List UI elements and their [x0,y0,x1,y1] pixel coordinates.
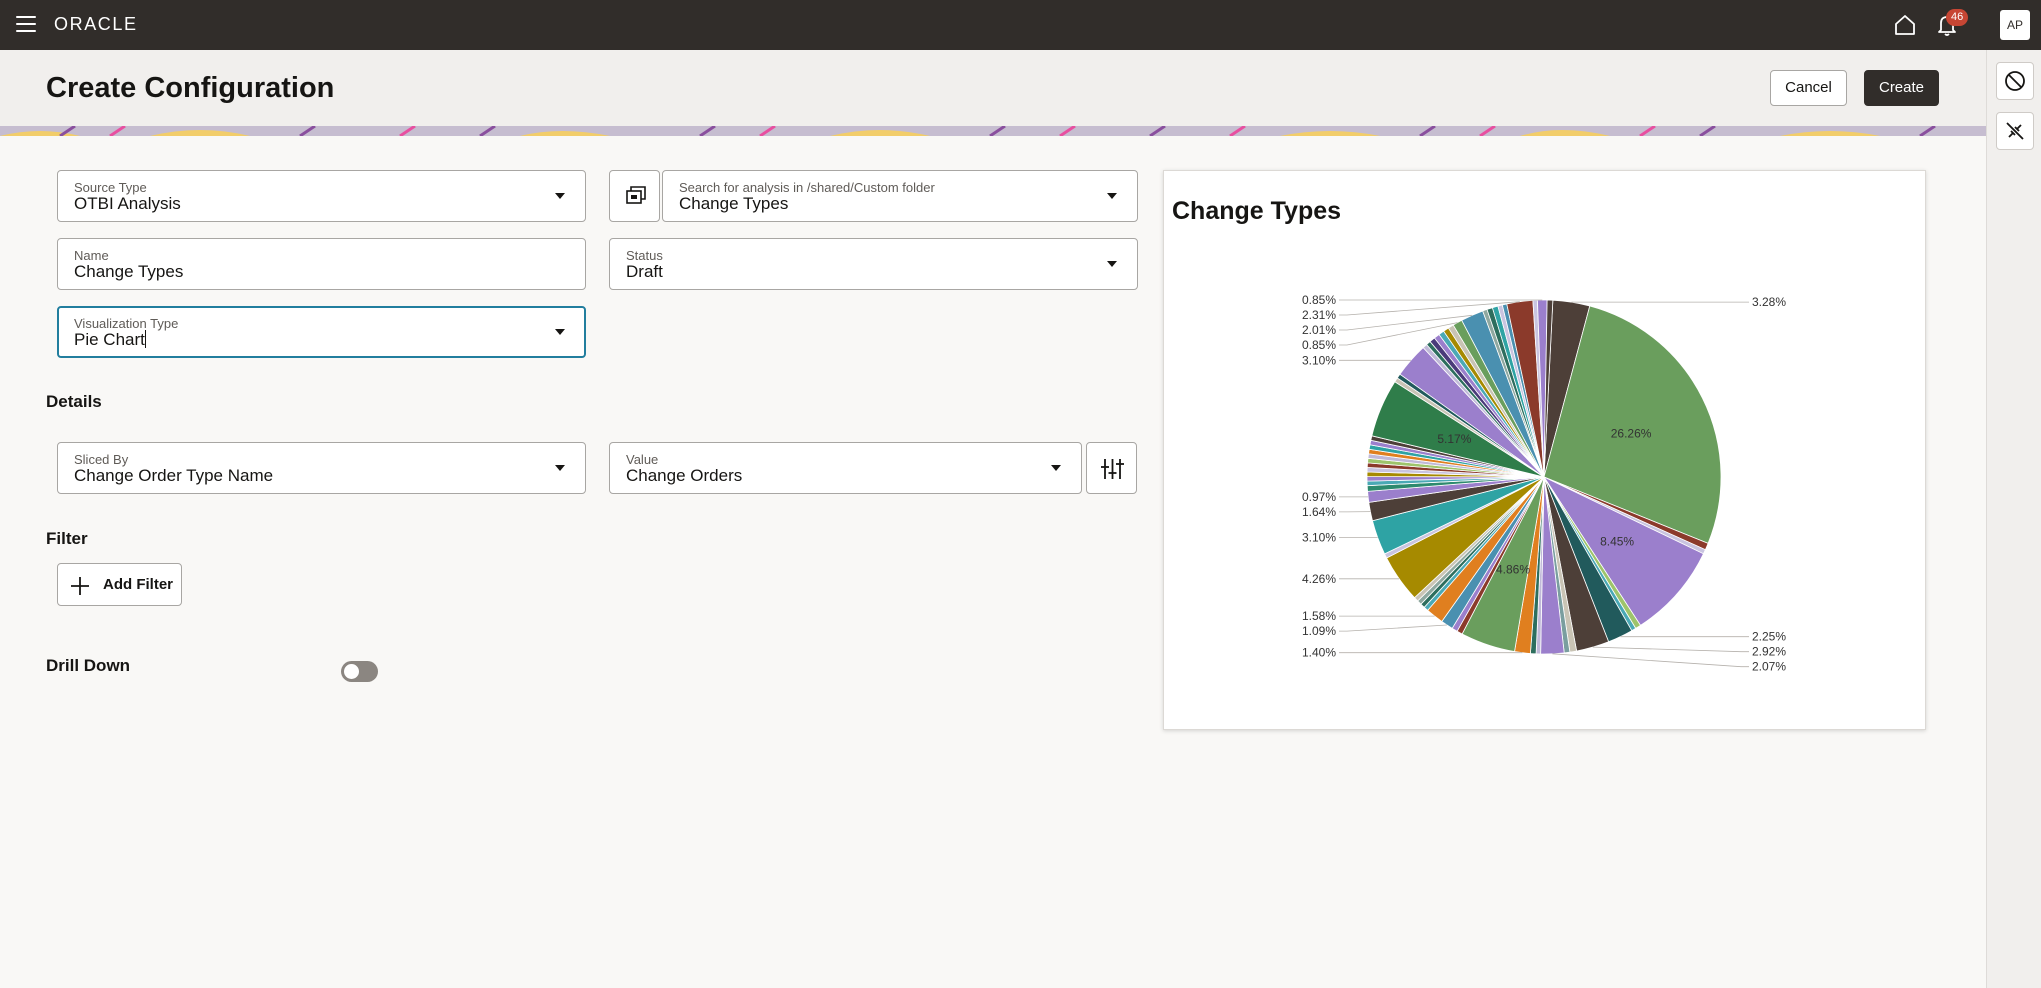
visualization-type-value-wrapper: Pie Chart [74,330,146,350]
decorative-banner [0,126,1986,136]
pie-data-label: 2.25% [1752,630,1786,644]
pie-data-label: 1.09% [1302,624,1336,638]
rail-cancel-button[interactable] [1996,62,2034,100]
status-label: Status [626,248,663,263]
pie-leader-line [1339,314,1473,331]
pie-data-label: 1.40% [1302,646,1336,660]
notification-count-badge: 46 [1946,9,1969,26]
details-section-title: Details [46,392,102,411]
pie-slice[interactable] [1543,299,1554,478]
status-select[interactable]: Status Draft [609,238,1138,290]
oracle-logo: ORACLE [54,14,138,34]
pie-data-label: 1.64% [1302,505,1336,519]
pie-data-label: 8.45% [1600,534,1634,548]
analysis-search-label: Search for analysis in /shared/Custom fo… [679,180,935,195]
pie-leader-line [1339,322,1458,346]
dropdown-caret-icon [555,465,565,471]
rail-disconnect-button[interactable] [1996,112,2034,150]
pie-data-label: 4.86% [1496,562,1530,576]
sliced-by-value: Change Order Type Name [74,466,274,485]
toggle-knob [344,664,359,679]
pie-data-label: 3.28% [1752,295,1786,309]
pie-data-label: 3.10% [1302,353,1336,367]
chart-title: Change Types [1172,197,1342,225]
pie-data-label: 0.97% [1302,490,1336,504]
add-filter-label: Add Filter [103,576,173,593]
page-header: Create Configuration Cancel Create [0,50,1986,126]
source-type-value: OTBI Analysis [74,194,181,213]
visualization-type-select[interactable]: Visualization Type Pie Chart [57,306,586,358]
name-field[interactable]: Name Change Types [57,238,586,290]
dropdown-caret-icon [555,193,565,199]
analysis-search-select[interactable]: Search for analysis in /shared/Custom fo… [662,170,1138,222]
source-type-label: Source Type [74,180,147,195]
sliders-icon [1101,459,1124,479]
add-filter-button[interactable]: Add Filter [57,563,182,606]
value-settings-button[interactable] [1086,442,1137,494]
plus-icon [71,577,89,595]
pie-data-label: 0.85% [1302,338,1336,352]
filter-section-title: Filter [46,529,88,548]
home-icon[interactable] [1893,13,1917,37]
browse-catalog-button[interactable] [609,170,660,222]
pie-data-label: 2.01% [1302,323,1336,337]
pie-data-label: 0.85% [1302,293,1336,307]
pie-data-label: 2.31% [1302,308,1336,322]
pie-slice[interactable] [1543,305,1722,544]
value-label: Value [626,452,659,467]
name-value: Change Types [74,262,184,281]
pie-leader-line [1339,301,1520,316]
pie-data-label: 1.58% [1302,609,1336,623]
dropdown-caret-icon [1107,261,1117,267]
status-value: Draft [626,262,663,281]
user-avatar[interactable]: AP [2000,10,2030,40]
menu-icon[interactable] [16,16,36,33]
value-select[interactable]: Value Change Orders [609,442,1082,494]
catalog-icon [626,186,646,204]
pie-data-label: 2.07% [1752,660,1786,674]
drill-down-title: Drill Down [46,656,131,675]
pie-slice[interactable] [1542,476,1704,626]
dropdown-caret-icon [555,329,565,335]
pie-data-label: 5.17% [1437,432,1471,446]
dropdown-caret-icon [1107,193,1117,199]
pie-leader-line [1592,646,1749,653]
pie-leader-line [1339,624,1447,632]
name-label: Name [74,248,109,263]
block-icon [2005,71,2025,91]
analysis-search-value: Change Types [679,194,789,213]
pie-chart: 26.26% 8.45% 4.86% 5.17% 3.28% 2.25%2.92%2.07… [1302,293,1786,674]
drill-down-toggle[interactable] [341,661,378,682]
pie-data-label: 4.26% [1302,572,1336,586]
pie-leader-line [1552,653,1749,668]
value-value: Change Orders [626,466,743,485]
top-navigation-bar: ORACLE 46 AP [0,0,2041,50]
sliced-by-select[interactable]: Sliced By Change Order Type Name [57,442,586,494]
text-cursor [144,330,146,348]
pie-data-label: 3.10% [1302,531,1336,545]
sliced-by-label: Sliced By [74,452,129,467]
chart-preview-card: Change Types 26.26% 8.45% 4.86% 5.17% 3.28% 2… [1163,170,1926,730]
pie-data-label: 26.26% [1611,427,1652,441]
visualization-type-label: Visualization Type [74,316,179,331]
cancel-button[interactable]: Cancel [1770,70,1847,106]
dropdown-caret-icon [1051,465,1061,471]
pie-data-label: 2.92% [1752,645,1786,659]
create-button[interactable]: Create [1864,70,1939,106]
right-side-rail [1986,50,2041,988]
page-title: Create Configuration [46,72,335,104]
source-type-select[interactable]: Source Type OTBI Analysis [57,170,586,222]
unplug-icon [2006,122,2024,140]
visualization-type-value: Pie Chart [74,330,145,349]
